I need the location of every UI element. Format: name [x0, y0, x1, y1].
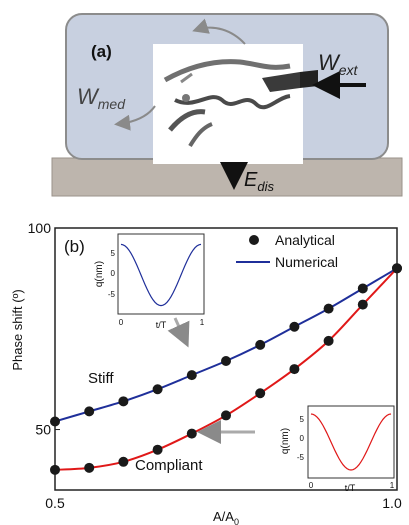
data-point-compliant: [50, 464, 60, 475]
data-point-stiff: [323, 303, 334, 314]
panel-b-label: (b): [64, 237, 85, 256]
data-point-compliant: [289, 364, 300, 375]
inset-stiff-xtick: 1: [200, 318, 205, 327]
data-point-stiff: [50, 416, 60, 427]
legend: Analytical Numerical: [236, 232, 338, 270]
series-layer: [50, 263, 402, 475]
inset-stiff-ytick: 0: [111, 269, 116, 278]
inset-stiff-ytick: 5: [111, 249, 116, 258]
data-point-compliant: [357, 299, 368, 310]
legend-analytical-label: Analytical: [275, 232, 335, 248]
inset-compliant: q(nm) 5 0 -5 0 1 t/T: [280, 405, 395, 493]
inset-compliant-curve: [310, 413, 392, 471]
inset-compliant-ytick: 0: [300, 434, 305, 443]
legend-analytical-marker: [249, 235, 259, 245]
data-point-stiff: [289, 321, 300, 332]
w-med-label: Wmed: [77, 84, 126, 112]
inset-compliant-xtick: 1: [390, 481, 395, 490]
y-tick-label: 100: [28, 220, 52, 236]
w-ext-label: Wext: [318, 50, 359, 78]
y-tick-label: 50: [35, 422, 51, 438]
e-dis-label: Edis: [244, 169, 274, 194]
data-point-stiff: [255, 339, 266, 350]
inset-compliant-frame: [307, 405, 395, 479]
inset-stiff-frame: [117, 233, 205, 315]
inset-stiff: q(nm) 5 0 -5 0 1 t/T: [94, 233, 205, 330]
inset-compliant-ytick: 5: [300, 415, 305, 424]
data-point-stiff: [221, 356, 231, 367]
inset-compliant-xtick: 0: [309, 481, 314, 490]
inset-compliant-ytick: -5: [297, 453, 305, 462]
x-tick-label: 1.0: [382, 495, 402, 511]
series-line-stiff: [54, 267, 398, 423]
data-point-compliant: [323, 335, 334, 346]
data-point-compliant: [255, 388, 266, 399]
stiff-inset-pointer: [167, 317, 190, 348]
inset-compliant-ylabel: q(nm): [280, 428, 291, 454]
data-point-stiff: [186, 370, 197, 381]
inset-stiff-ylabel: q(nm): [94, 261, 105, 287]
data-point-compliant: [84, 462, 95, 473]
stiff-annotation: Stiff: [88, 370, 114, 387]
flow-arrow-top: [192, 18, 246, 45]
panel-a: (a) Wext Wmed Edis: [51, 13, 403, 197]
plot-frame: [54, 227, 398, 491]
data-point-compliant: [221, 410, 231, 421]
panel-a-label: (a): [91, 42, 112, 61]
data-point-stiff: [84, 406, 95, 417]
data-point-stiff: [152, 384, 163, 395]
data-point-stiff: [357, 283, 368, 294]
data-point-compliant: [152, 444, 163, 455]
legend-numerical-label: Numerical: [275, 254, 338, 270]
inset-compliant-xlabel: t/T: [345, 483, 356, 493]
inset-stiff-ytick: -5: [108, 290, 116, 299]
x-tick-label: 0.5: [45, 495, 65, 511]
y-axis-label: Phase shift (º): [10, 289, 25, 370]
data-point-compliant: [392, 263, 402, 274]
inset-stiff-curve: [120, 243, 202, 307]
data-point-stiff: [118, 396, 129, 407]
data-point-compliant: [118, 456, 129, 467]
flow-arrow-left: [114, 105, 156, 131]
x-axis-label: A/A0: [213, 509, 239, 525]
compliant-annotation: Compliant: [135, 457, 203, 474]
data-point-compliant: [186, 428, 197, 439]
inset-stiff-xtick: 0: [119, 318, 124, 327]
inset-stiff-xlabel: t/T: [156, 320, 167, 330]
